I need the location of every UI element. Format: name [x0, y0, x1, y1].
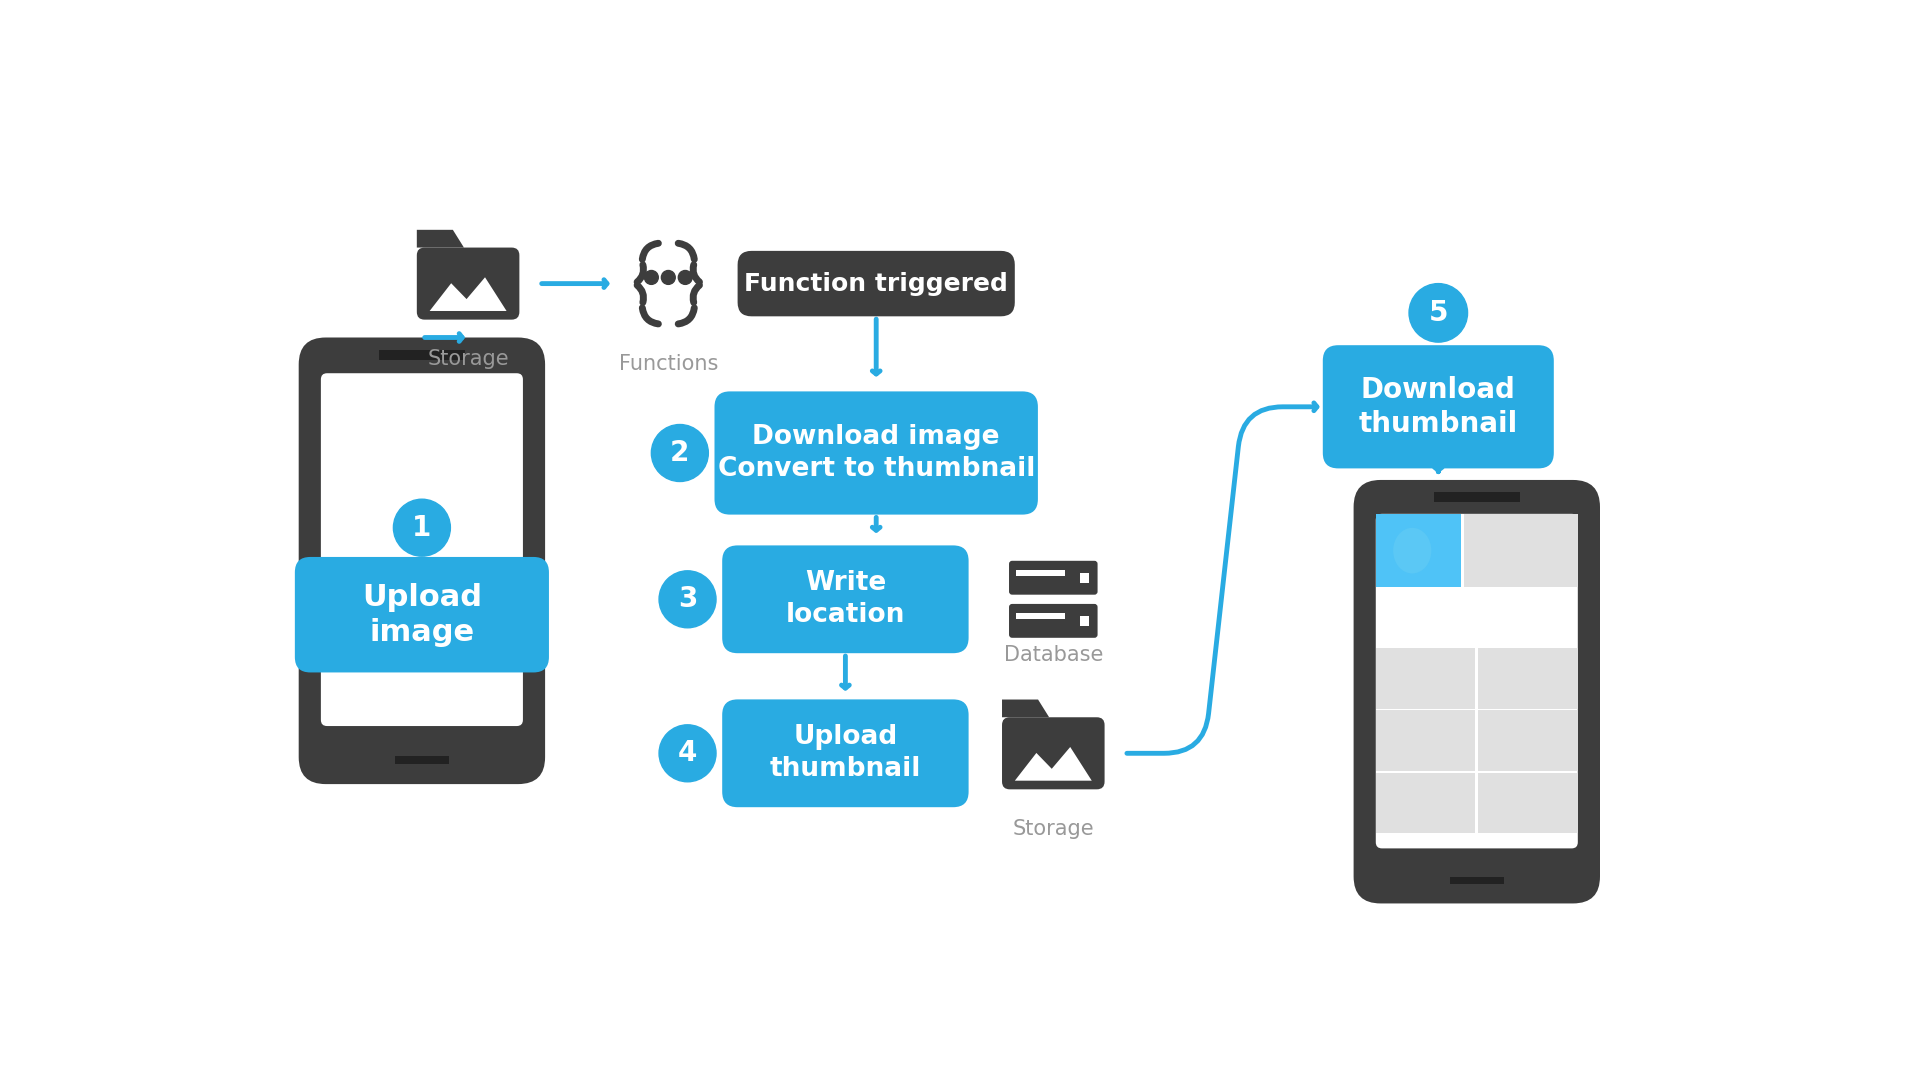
- Bar: [1079, 573, 1089, 583]
- FancyBboxPatch shape: [1354, 480, 1599, 904]
- Bar: [1377, 514, 1461, 588]
- Bar: [1016, 570, 1066, 576]
- FancyBboxPatch shape: [300, 338, 545, 784]
- Bar: [1478, 648, 1578, 708]
- Polygon shape: [417, 230, 465, 247]
- Text: Download
thumbnail: Download thumbnail: [1359, 376, 1519, 438]
- Bar: [1478, 772, 1578, 834]
- FancyBboxPatch shape: [296, 557, 549, 673]
- Bar: [1478, 711, 1578, 771]
- Text: 3: 3: [678, 585, 697, 613]
- FancyBboxPatch shape: [321, 374, 522, 726]
- Circle shape: [651, 424, 708, 482]
- Bar: [1016, 613, 1066, 619]
- Circle shape: [678, 270, 693, 284]
- Bar: [1434, 492, 1521, 501]
- FancyBboxPatch shape: [1002, 717, 1104, 789]
- Bar: [1377, 772, 1475, 834]
- FancyBboxPatch shape: [722, 700, 968, 807]
- Bar: [1079, 617, 1089, 626]
- Bar: [1377, 648, 1475, 708]
- Ellipse shape: [1394, 528, 1430, 573]
- Text: Upload
image: Upload image: [361, 583, 482, 647]
- Text: Database: Database: [1004, 645, 1102, 664]
- Circle shape: [659, 571, 716, 627]
- FancyBboxPatch shape: [417, 247, 520, 320]
- Circle shape: [1409, 284, 1467, 342]
- Text: 4: 4: [678, 740, 697, 767]
- Text: Storage: Storage: [428, 349, 509, 369]
- Polygon shape: [1016, 747, 1092, 781]
- Circle shape: [394, 499, 451, 556]
- Bar: [1377, 711, 1475, 771]
- FancyBboxPatch shape: [737, 251, 1016, 316]
- Circle shape: [659, 725, 716, 782]
- Circle shape: [660, 270, 676, 284]
- Bar: [1450, 877, 1503, 885]
- FancyBboxPatch shape: [1377, 514, 1578, 849]
- Text: Functions: Functions: [618, 354, 718, 375]
- Text: 5: 5: [1428, 299, 1448, 327]
- FancyBboxPatch shape: [1010, 604, 1098, 638]
- Bar: [1463, 514, 1578, 588]
- FancyBboxPatch shape: [722, 545, 968, 653]
- FancyBboxPatch shape: [714, 391, 1039, 514]
- Text: 2: 2: [670, 438, 689, 467]
- Text: Upload
thumbnail: Upload thumbnail: [770, 725, 922, 782]
- Text: Download image
Convert to thumbnail: Download image Convert to thumbnail: [718, 424, 1035, 482]
- Text: 1: 1: [413, 514, 432, 542]
- FancyBboxPatch shape: [1323, 346, 1553, 469]
- Bar: [378, 350, 465, 361]
- Circle shape: [645, 270, 659, 284]
- Text: Function triggered: Function triggered: [745, 271, 1008, 296]
- Text: Write
location: Write location: [785, 570, 904, 629]
- Text: Storage: Storage: [1012, 819, 1094, 839]
- Polygon shape: [430, 278, 507, 311]
- Polygon shape: [1002, 700, 1048, 717]
- FancyBboxPatch shape: [1010, 561, 1098, 595]
- Bar: [396, 756, 449, 764]
